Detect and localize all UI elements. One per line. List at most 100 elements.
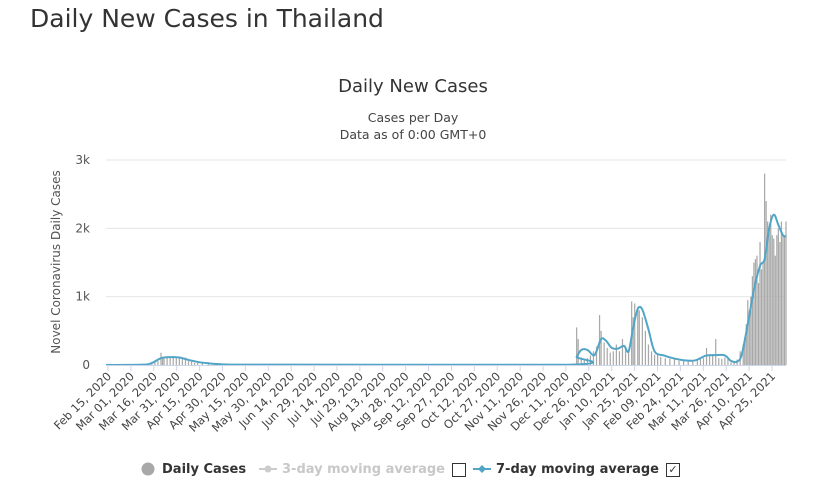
daily-cases-bar: [161, 357, 164, 365]
daily-cases-bar: [644, 330, 647, 365]
daily-cases-bar: [724, 357, 726, 365]
daily-cases-bar: [678, 360, 680, 365]
ma3-checkbox[interactable]: [452, 463, 466, 477]
daily-cases-bar: [586, 358, 588, 365]
daily-cases-bar: [634, 303, 636, 365]
daily-cases-bar: [718, 358, 720, 365]
daily-cases-bar: [190, 361, 193, 365]
daily-cases-bar: [175, 357, 177, 365]
daily-cases-bar: [782, 235, 784, 365]
y-tick-labels: 0 1k 2k 3k: [75, 153, 90, 372]
daily-cases-bar: [760, 269, 763, 365]
line-marker-icon-ma3: [259, 465, 277, 473]
daily-cases-bar: [762, 262, 764, 365]
daily-cases-bar: [628, 351, 630, 365]
daily-cases-bar: [641, 317, 643, 365]
daily-cases-bar: [673, 359, 676, 365]
daily-cases-bar: [771, 235, 773, 365]
daily-cases-bar: [606, 347, 608, 365]
daily-cases-bar: [783, 235, 786, 365]
daily-cases-bar: [577, 339, 579, 365]
daily-cases-bar: [197, 362, 199, 365]
y-tick-label: 0: [82, 358, 90, 372]
daily-cases-bar: [747, 300, 749, 365]
daily-cases-bar: [595, 346, 598, 365]
daily-cases-bar: [609, 352, 611, 365]
chart-subtitle-line-1: Cases per Day: [368, 110, 459, 125]
daily-cases-bar: [184, 357, 187, 365]
daily-cases-bar: [785, 221, 787, 365]
daily-cases-bar: [181, 358, 184, 365]
daily-cases-bar: [759, 242, 761, 365]
daily-cases-bar: [660, 356, 662, 365]
daily-cases-bar: [764, 173, 766, 365]
daily-cases-bar: [770, 214, 772, 365]
daily-cases-bar: [745, 324, 747, 365]
ma7-checkbox[interactable]: ✓: [666, 463, 680, 477]
daily-cases-bar: [612, 351, 614, 365]
daily-cases-bar: [583, 360, 585, 365]
daily-cases-bar: [692, 360, 694, 365]
daily-cases-bar: [592, 351, 595, 365]
daily-cases-bar: [750, 296, 752, 365]
x-axis-ticks: [107, 365, 773, 371]
daily-cases-bar: [576, 327, 578, 365]
daily-cases-bar: [166, 357, 168, 365]
daily-cases-bar: [580, 357, 582, 365]
daily-cases-bar: [777, 228, 779, 365]
daily-cases-bar: [696, 359, 698, 365]
daily-cases-bar: [201, 363, 203, 365]
legend-label-daily-cases: Daily Cases: [162, 461, 247, 477]
daily-cases-bar: [638, 310, 640, 365]
daily-cases-bar: [157, 360, 159, 365]
y-tick-label: 3k: [75, 153, 90, 167]
daily-cases-bar: [767, 221, 769, 365]
gray-circle-icon: [141, 462, 155, 476]
daily-cases-bar: [727, 358, 729, 365]
daily-cases-bar: [207, 363, 209, 365]
daily-cases-bar: [664, 358, 666, 365]
daily-cases-bar: [163, 358, 165, 365]
daily-cases-bar: [624, 347, 627, 365]
daily-cases-bar: [779, 242, 781, 365]
daily-cases-bar: [751, 276, 753, 365]
daily-cases-bar: [169, 356, 171, 365]
daily-cases-bar: [657, 354, 659, 365]
daily-cases-bar: [708, 354, 711, 365]
y-axis-title: Novel Coronavirus Daily Cases: [49, 170, 63, 353]
legend-item-daily-cases[interactable]: Daily Cases: [140, 458, 246, 480]
daily-cases-bar: [705, 347, 708, 365]
daily-cases-bar: [721, 358, 723, 365]
page-title: Daily New Cases in Thailand: [30, 4, 384, 33]
legend-label-ma7: 7-day moving average: [496, 461, 659, 477]
daily-cases-bar: [669, 358, 671, 365]
daily-cases-bar: [715, 339, 717, 365]
daily-cases-bar: [744, 337, 746, 365]
daily-cases-bar: [600, 330, 602, 365]
daily-cases-bar: [733, 361, 735, 365]
daily-cases-bar: [653, 354, 656, 365]
chart-legend: Daily Cases 3-day moving average 7-day m…: [0, 458, 819, 482]
daily-cases-bar: [742, 344, 744, 365]
daily-cases-bar: [753, 262, 755, 365]
daily-cases-bar: [647, 344, 650, 365]
daily-cases-bar: [621, 339, 624, 365]
daily-cases-bar: [699, 357, 702, 365]
line-marker-icon-ma7: [473, 465, 491, 473]
daily-cases-bar: [194, 362, 196, 365]
daily-cases-bar: [187, 360, 190, 365]
daily-cases-bar: [774, 255, 776, 365]
ma7-line: [105, 213, 787, 366]
daily-cases-bar: [748, 310, 750, 365]
legend-item-ma7[interactable]: 7-day moving average: [472, 458, 659, 480]
daily-cases-bar: [172, 356, 174, 365]
daily-cases-bar: [730, 362, 732, 365]
daily-cases-bar: [712, 354, 714, 365]
daily-cases-bar: [178, 358, 180, 365]
daily-cases-bar: [650, 351, 653, 365]
y-tick-label: 1k: [75, 290, 90, 304]
legend-item-ma3[interactable]: 3-day moving average: [258, 458, 445, 480]
y-tick-label: 2k: [75, 221, 90, 235]
daily-cases-bar: [773, 238, 775, 365]
